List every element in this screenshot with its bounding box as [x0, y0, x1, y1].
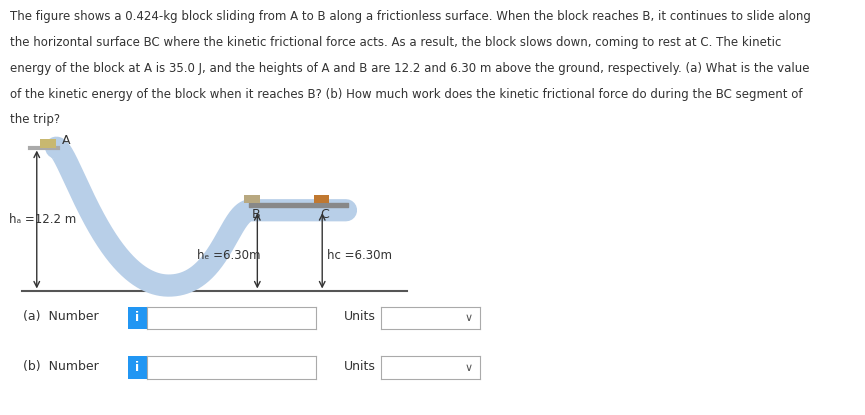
Text: B: B — [253, 208, 260, 221]
Text: hₑ =6.30m: hₑ =6.30m — [197, 249, 260, 262]
Text: (a)  Number: (a) Number — [23, 310, 99, 323]
Text: hₐ =12.2 m: hₐ =12.2 m — [9, 213, 76, 226]
Text: C: C — [320, 208, 329, 221]
Text: of the kinetic energy of the block when it reaches B? (b) How much work does the: of the kinetic energy of the block when … — [10, 88, 803, 100]
Text: Units: Units — [343, 360, 375, 373]
Text: i: i — [136, 361, 139, 374]
Text: the trip?: the trip? — [10, 113, 61, 126]
Text: Units: Units — [343, 310, 375, 323]
Bar — [314, 195, 329, 203]
Text: A: A — [61, 134, 70, 147]
Bar — [40, 139, 56, 148]
Text: hᴄ =6.30m: hᴄ =6.30m — [327, 249, 392, 262]
Text: The figure shows a 0.424-kg block sliding from A to B along a frictionless surfa: The figure shows a 0.424-kg block slidin… — [10, 10, 811, 23]
Text: i: i — [136, 311, 139, 325]
Text: energy of the block at A is 35.0 J, and the heights of A and B are 12.2 and 6.30: energy of the block at A is 35.0 J, and … — [10, 62, 810, 75]
Bar — [245, 195, 260, 203]
Text: ∨: ∨ — [465, 363, 472, 373]
Text: the horizontal surface BC where the kinetic frictional force acts. As a result, : the horizontal surface BC where the kine… — [10, 36, 782, 49]
Text: (b)  Number: (b) Number — [23, 360, 99, 373]
Text: ∨: ∨ — [465, 313, 472, 323]
